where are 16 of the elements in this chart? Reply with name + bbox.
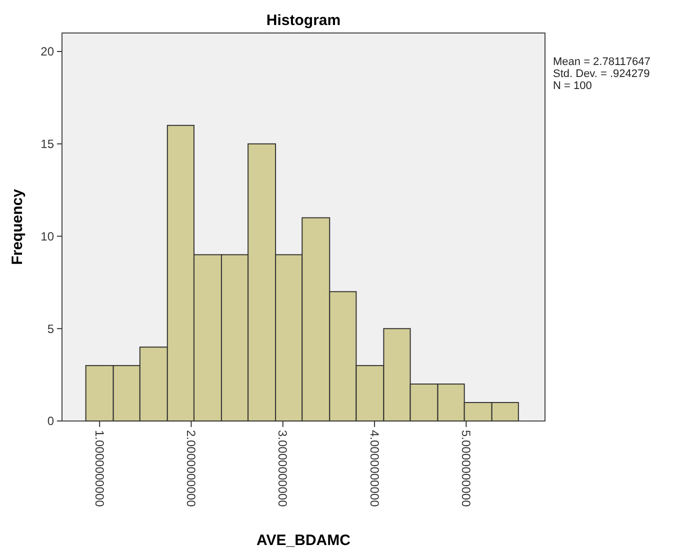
y-tick-label: 20 [40,44,54,59]
x-tick-label: 4.0000000000 [367,430,382,508]
x-tick-label: 5.0000000000 [458,430,473,508]
x-axis-title: AVE_BDAMC [256,532,351,549]
y-tick-label: 5 [47,322,54,336]
chart-title: Histogram [266,12,341,29]
y-axis-title: Frequency [9,188,26,265]
text: Mean = 2.78117647 [553,56,650,68]
text: Std. Dev. = .924279 [553,68,650,80]
y-tick-label: 10 [40,229,54,244]
x-tick-label: 3.0000000000 [276,430,290,508]
y-tick-label: 0 [47,414,54,428]
y-tick-label: 15 [40,137,54,152]
text: N = 100 [553,80,592,92]
x-tick-label: 1.0000000000 [92,430,106,508]
x-tick-label: 2.0000000000 [184,430,198,508]
